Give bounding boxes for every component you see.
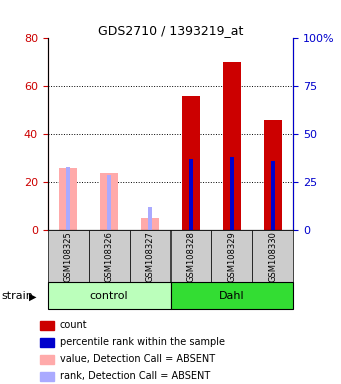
Bar — [66, 167, 70, 230]
Bar — [100, 173, 118, 230]
Bar — [107, 175, 111, 230]
Bar — [189, 159, 193, 230]
Bar — [48, 230, 89, 282]
Bar — [141, 218, 159, 230]
Bar — [170, 230, 211, 282]
Bar — [40, 321, 54, 329]
Text: Dahl: Dahl — [219, 291, 245, 301]
Bar — [182, 96, 200, 230]
Text: GSM108325: GSM108325 — [64, 231, 73, 282]
Text: ▶: ▶ — [29, 291, 36, 301]
Bar — [59, 168, 77, 230]
Text: count: count — [60, 320, 87, 330]
Bar — [211, 230, 252, 282]
Bar — [40, 372, 54, 381]
Title: GDS2710 / 1393219_at: GDS2710 / 1393219_at — [98, 24, 243, 37]
Text: percentile rank within the sample: percentile rank within the sample — [60, 337, 225, 347]
Bar — [223, 62, 241, 230]
Bar — [130, 230, 170, 282]
Text: GSM108326: GSM108326 — [105, 231, 114, 282]
Text: GSM108327: GSM108327 — [146, 231, 154, 282]
Text: value, Detection Call = ABSENT: value, Detection Call = ABSENT — [60, 354, 215, 364]
Text: GSM108330: GSM108330 — [268, 231, 277, 282]
Bar — [264, 120, 282, 230]
Bar — [40, 355, 54, 364]
Bar — [148, 207, 152, 230]
Text: GSM108328: GSM108328 — [187, 231, 195, 282]
Text: GSM108329: GSM108329 — [227, 231, 236, 282]
Text: strain: strain — [2, 291, 33, 301]
Bar — [230, 157, 234, 230]
Text: rank, Detection Call = ABSENT: rank, Detection Call = ABSENT — [60, 371, 210, 381]
Bar — [48, 282, 170, 309]
Text: control: control — [90, 291, 129, 301]
Bar — [89, 230, 130, 282]
Bar — [170, 282, 293, 309]
Bar — [40, 338, 54, 346]
Bar — [252, 230, 293, 282]
Bar — [271, 161, 275, 230]
